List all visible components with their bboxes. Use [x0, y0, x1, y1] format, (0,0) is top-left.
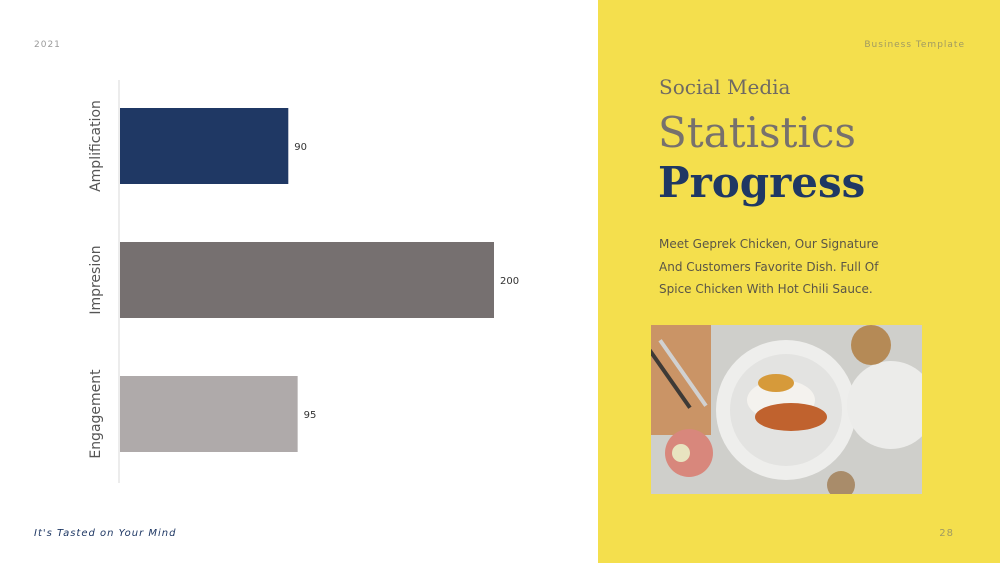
bar-amplification [120, 108, 289, 184]
brand-label: Business Template [864, 40, 965, 50]
description-line: And Customers Favorite Dish. Full Of [659, 259, 879, 274]
data-label-engagement: 95 [304, 410, 317, 421]
description-line: Meet Geprek Chicken, Our Signature [659, 237, 879, 251]
year-label: 2021 [34, 40, 61, 50]
right-panel: Business Template Social Media Statistic… [598, 0, 1000, 563]
food-photo [651, 325, 922, 494]
category-label-engagement: Engagement [88, 369, 104, 459]
bar-impresion [120, 242, 494, 318]
page-number: 28 [939, 528, 954, 539]
data-label-impresion: 200 [500, 276, 519, 287]
bar-engagement [120, 376, 298, 452]
description: Meet Geprek Chicken, Our Signature And C… [659, 233, 889, 301]
footer-tagline: It's Tasted on Your Mind [34, 528, 177, 539]
bar-chart: 90 Amplification 200 Impresion 95 Engagement [88, 80, 519, 483]
data-label-amplification: 90 [294, 142, 307, 153]
title-line-1: Statistics [658, 108, 856, 157]
category-label-impresion: Impresion [88, 245, 104, 314]
section-subtitle: Social Media [659, 75, 791, 99]
title-line-2: Progress [658, 158, 866, 207]
description-line: Spice Chicken With Hot Chili Sauce. [659, 282, 873, 296]
category-label-amplification: Amplification [88, 100, 104, 192]
